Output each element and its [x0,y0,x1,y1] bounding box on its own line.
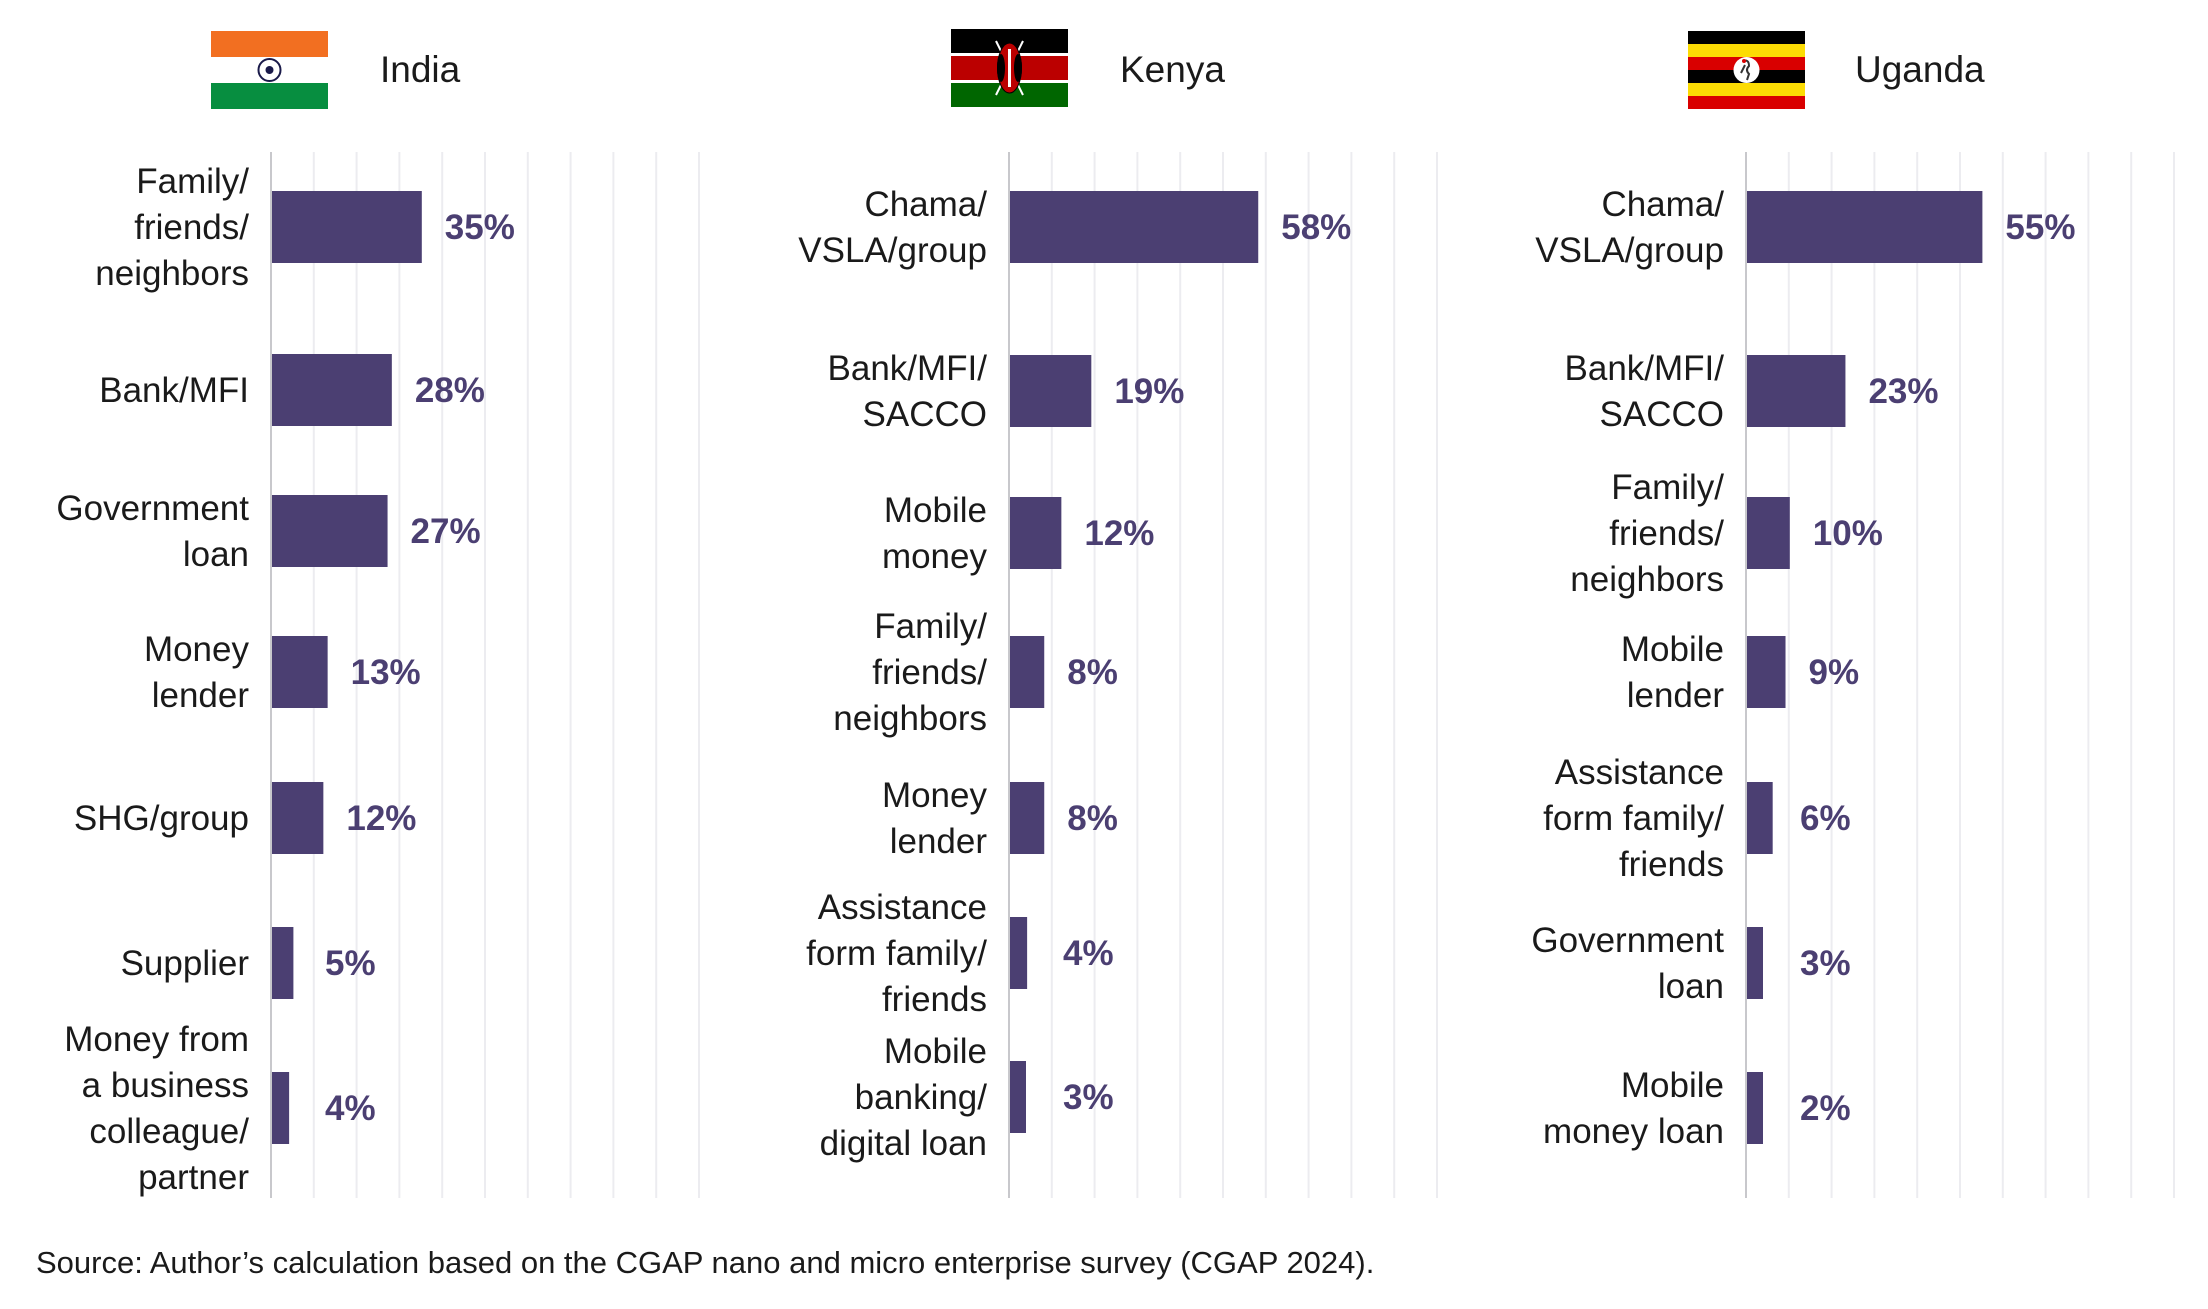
uganda-category-label: Mobile money loan [1543,1066,1724,1151]
uganda-category-label: Government loan [1531,921,1724,1006]
kenya-bar [1010,917,1028,989]
kenya-category-label: Family/friends/neighbors [833,607,987,738]
uganda-category-label: Chama/VSLA/group [1535,185,1724,270]
india-category-label: Money lender [144,630,250,715]
uganda-bar [1747,497,1790,569]
kenya-value-label: 58% [1281,208,1351,247]
kenya-value-label: 3% [1063,1078,1114,1117]
india-category-label: Family/friends/neighbors [95,162,249,293]
india-value-label: 27% [411,512,481,551]
india-value-label: 35% [445,208,515,247]
uganda-value-label: 3% [1800,944,1851,983]
india-bar [272,927,294,999]
kenya-bar [1010,355,1092,427]
uganda-value-label: 2% [1800,1089,1851,1128]
source-note: Source: Author’s calculation based on th… [36,1245,1375,1280]
kenya-bar [1010,1061,1026,1133]
uganda-flag-icon [1688,31,1805,109]
kenya-value-label: 4% [1063,934,1114,973]
kenya-category-label: Mobile banking/digital loan [820,1032,988,1163]
kenya-value-label: 8% [1067,653,1118,692]
india-value-label: 5% [325,944,376,983]
india-category-label: Supplier [121,944,250,983]
country-title-india: India [380,49,461,90]
kenya-category-label: Money lender [882,776,988,861]
india-category-label: Money from a business colleague/partner [64,1020,249,1197]
kenya-category-label: Assistance form family/friends [806,888,987,1019]
kenya-category-label: Mobile money [882,491,988,576]
uganda-bar [1747,782,1773,854]
india-bar [272,1072,290,1144]
uganda-category-label: Assistance form family/friends [1543,753,1724,884]
uganda-category-label: Family/friends/neighbors [1570,468,1724,599]
india-value-label: 4% [325,1089,376,1128]
kenya-value-label: 8% [1067,799,1118,838]
country-title-kenya: Kenya [1120,49,1225,90]
kenya-flag-icon [951,29,1068,107]
india-category-label: Government loan [56,489,249,574]
india-bar [272,495,388,567]
india-bar [272,782,324,854]
uganda-bar [1747,636,1786,708]
india-value-label: 12% [346,799,416,838]
india-value-label: 28% [415,371,485,410]
kenya-bar [1010,636,1045,708]
kenya-category-label: Chama/VSLA/group [798,185,987,270]
india-bar [272,354,392,426]
india-bar [272,191,422,263]
uganda-value-label: 55% [2005,208,2075,247]
uganda-category-label: Mobile lender [1621,630,1724,715]
uganda-value-label: 6% [1800,799,1851,838]
kenya-value-label: 12% [1084,514,1154,553]
india-category-label: Bank/MFI [99,371,249,410]
india-category-label: SHG/group [74,799,249,838]
uganda-value-label: 10% [1813,514,1883,553]
uganda-bar [1747,191,1983,263]
uganda-value-label: 23% [1868,372,1938,411]
kenya-bar [1010,497,1062,569]
kenya-bar [1010,191,1259,263]
india-value-label: 13% [351,653,421,692]
uganda-bar [1747,927,1763,999]
uganda-category-label: Bank/MFI/SACCO [1565,349,1725,434]
kenya-value-label: 19% [1114,372,1184,411]
india-flag-icon [211,31,328,109]
uganda-bar [1747,1072,1763,1144]
kenya-bar [1010,782,1045,854]
kenya-category-label: Bank/MFI/SACCO [828,349,988,434]
country-title-uganda: Uganda [1855,49,1985,90]
india-bar [272,636,328,708]
uganda-value-label: 9% [1809,653,1860,692]
uganda-bar [1747,355,1846,427]
